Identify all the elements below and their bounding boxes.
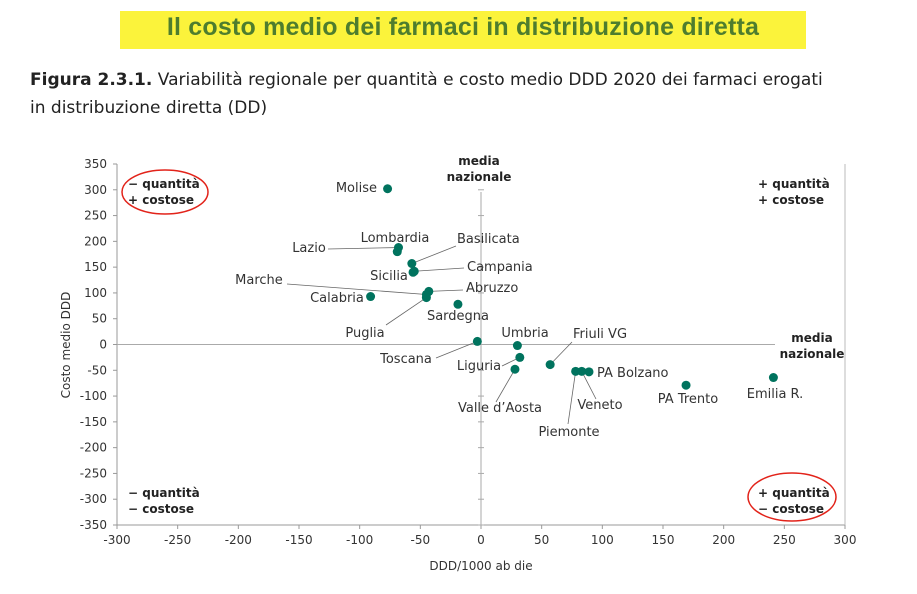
data-point: [512, 341, 522, 351]
leader-line: [385, 297, 427, 326]
point-label: PA Trento: [658, 392, 718, 407]
point-label: Piemonte: [538, 425, 599, 440]
media-nazionale-top: media: [458, 154, 499, 168]
leader-line: [414, 267, 465, 272]
leader-line: [549, 341, 573, 365]
x-tick-label: 300: [834, 533, 857, 547]
leader-line: [495, 369, 516, 403]
x-tick-label: 250: [773, 533, 796, 547]
y-tick-label: -50: [87, 363, 107, 377]
point-label: Liguria: [457, 359, 501, 374]
leader-line: [411, 245, 457, 264]
media-nazionale-top: nazionale: [447, 170, 512, 184]
caption-text: Variabilità regionale per quantità e cos…: [157, 70, 823, 90]
quadrant-label-bottom-left: − quantità: [128, 486, 200, 500]
quadrant-label-bottom-left: − costose: [128, 502, 194, 516]
leader-line: [428, 289, 464, 292]
point-label: Abruzzo: [466, 281, 518, 296]
point-label: Campania: [467, 260, 533, 275]
y-tick-label: 300: [84, 183, 107, 197]
data-point: [421, 293, 431, 303]
quadrant-label-bottom-right: − costose: [758, 502, 824, 516]
x-tick-label: 0: [477, 533, 485, 547]
point-label: Sicilia: [370, 269, 408, 284]
media-nazionale-right: media: [791, 331, 832, 345]
y-tick-label: 200: [84, 234, 107, 248]
caption-line-2: in distribuzione diretta (DD): [30, 98, 268, 118]
data-point: [407, 259, 417, 269]
caption-line-1: Figura 2.3.1. Variabilità regionale per …: [30, 70, 823, 90]
x-tick-label: 150: [652, 533, 675, 547]
data-point: [681, 380, 691, 390]
data-point: [472, 336, 482, 346]
y-tick-label: -150: [80, 415, 107, 429]
point-label: Basilicata: [457, 232, 520, 247]
x-tick-label: -200: [225, 533, 252, 547]
y-axis-label: Costo medio DDD: [59, 292, 73, 399]
data-point: [584, 367, 594, 377]
data-point: [383, 184, 393, 194]
point-label: Lombardia: [361, 231, 430, 246]
x-tick-label: 100: [591, 533, 614, 547]
media-nazionale-right: nazionale: [780, 347, 845, 361]
x-tick-label: -250: [164, 533, 191, 547]
y-tick-label: -200: [80, 441, 107, 455]
y-tick-label: 150: [84, 260, 107, 274]
point-label: Lazio: [292, 241, 326, 256]
y-tick-label: 0: [99, 338, 107, 352]
leader-line: [581, 371, 597, 400]
leader-line: [286, 283, 427, 295]
point-label: Toscana: [379, 352, 432, 367]
x-tick-label: -150: [285, 533, 312, 547]
leader-line: [567, 371, 577, 425]
point-label: Valle d’Aosta: [458, 401, 542, 416]
point-label: Sardegna: [427, 309, 489, 324]
quadrant-label-bottom-right: + quantità: [758, 486, 830, 500]
point-label: Marche: [235, 273, 283, 288]
x-axis-label: DDD/1000 ab die: [429, 559, 532, 573]
data-point: [515, 352, 525, 362]
point-label: Friuli VG: [573, 327, 627, 342]
x-tick-label: -100: [346, 533, 373, 547]
point-label: Molise: [336, 181, 377, 196]
quadrant-label-top-right: + costose: [758, 193, 824, 207]
point-label: Umbria: [501, 326, 548, 341]
highlight-ellipse-top-left: [121, 169, 209, 215]
data-point: [545, 360, 555, 370]
x-tick-label: -300: [103, 533, 130, 547]
highlight-ellipse-bottom-right: [747, 472, 837, 522]
quadrant-label-top-left: − quantità: [128, 177, 200, 191]
quadrant-label-top-left: + costose: [128, 193, 194, 207]
y-tick-label: 250: [84, 209, 107, 223]
point-label: Calabria: [310, 291, 364, 306]
y-tick-label: 100: [84, 286, 107, 300]
data-point: [392, 247, 402, 257]
point-label: Veneto: [577, 398, 622, 413]
title-banner: Il costo medio dei farmaci in distribuzi…: [120, 11, 806, 49]
x-tick-label: -50: [411, 533, 431, 547]
y-tick-label: 50: [92, 312, 107, 326]
point-label: Puglia: [345, 326, 384, 341]
data-point: [409, 266, 419, 276]
figure-label: Figura 2.3.1.: [30, 70, 153, 90]
data-point: [768, 373, 778, 383]
quadrant-label-top-right: + quantità: [758, 177, 830, 191]
y-tick-label: -300: [80, 492, 107, 506]
y-tick-label: 350: [84, 157, 107, 171]
page-title: Il costo medio dei farmaci in distribuzi…: [166, 13, 760, 41]
data-point: [577, 366, 587, 376]
y-tick-label: -350: [80, 518, 107, 532]
data-point: [453, 299, 463, 309]
data-point: [366, 292, 376, 302]
y-tick-label: -100: [80, 389, 107, 403]
x-tick-label: 50: [534, 533, 549, 547]
y-tick-label: -250: [80, 466, 107, 480]
point-label: PA Bolzano: [597, 366, 669, 381]
x-tick-label: 200: [712, 533, 735, 547]
point-label: Emilia R.: [747, 387, 804, 402]
data-point: [510, 364, 520, 374]
leader-line: [435, 341, 478, 359]
leader-line: [327, 247, 399, 250]
